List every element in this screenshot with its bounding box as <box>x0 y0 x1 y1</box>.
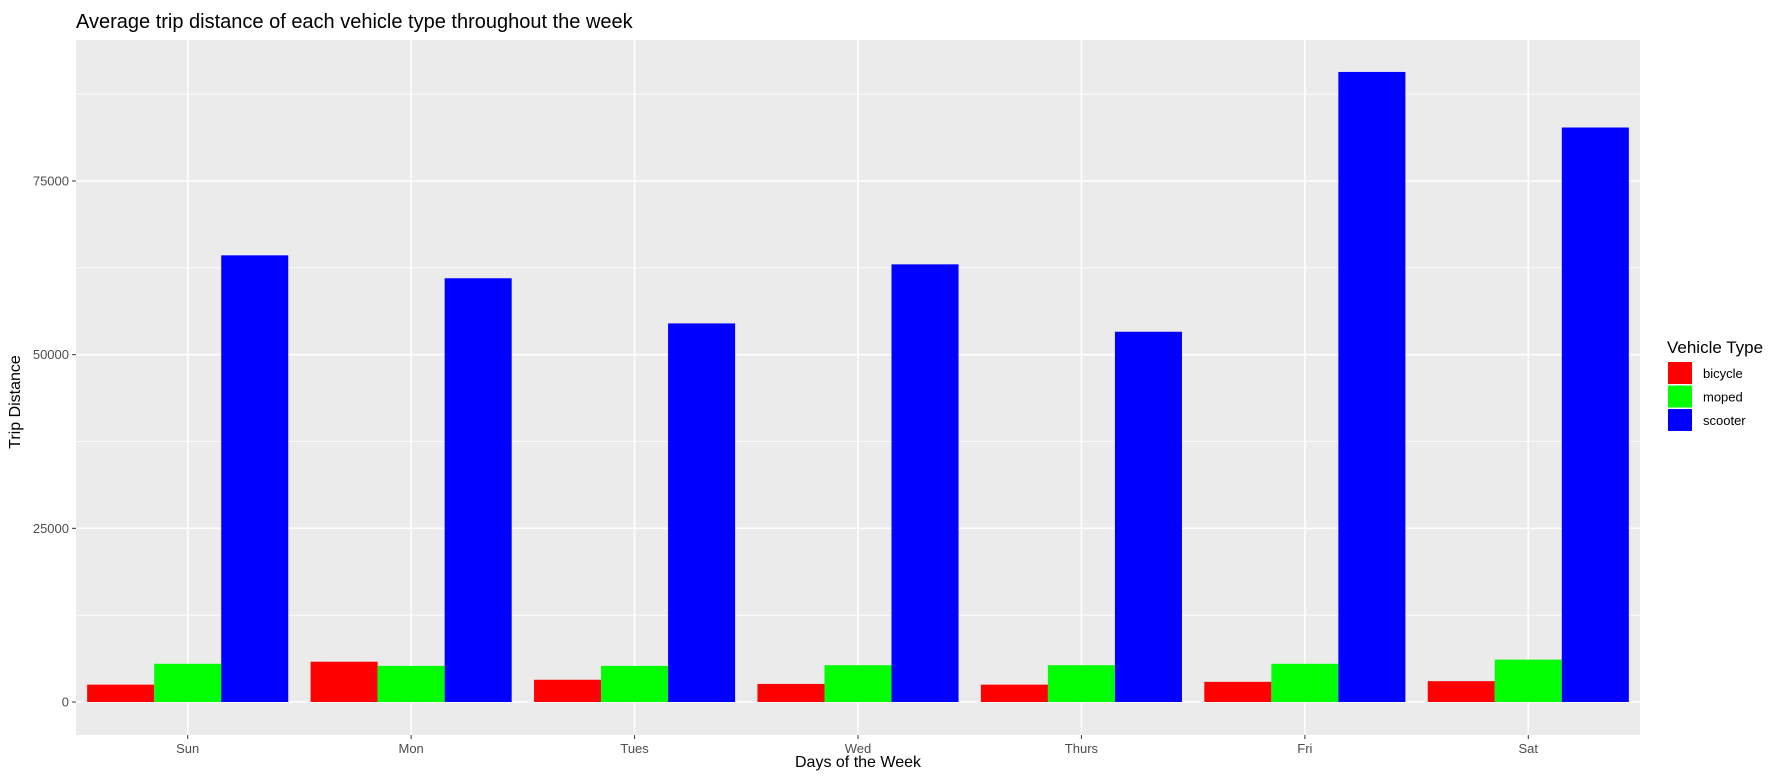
y-tick-label: 50000 <box>33 347 69 362</box>
y-tick-label: 75000 <box>33 174 69 189</box>
x-tick-label: Fri <box>1297 741 1312 756</box>
bar-bicycle-sun <box>87 684 155 702</box>
legend: Vehicle Type bicycle moped scooter <box>1667 338 1763 431</box>
bar-moped-sun <box>154 663 222 702</box>
y-axis: 0 25000 50000 75000 <box>33 174 76 710</box>
bar-scooter-mon <box>444 278 512 702</box>
bar-bicycle-mon <box>310 661 378 702</box>
bars <box>87 71 1629 703</box>
legend-title: Vehicle Type <box>1667 338 1763 357</box>
y-tick-label: 0 <box>62 695 69 710</box>
bar-moped-sat <box>1494 659 1562 702</box>
bar-bicycle-thurs <box>980 684 1048 702</box>
bar-moped-tues <box>601 665 669 702</box>
bar-scooter-fri <box>1338 71 1406 703</box>
x-tick-label: Sun <box>176 741 199 756</box>
x-tick-label: Tues <box>620 741 649 756</box>
legend-label-scooter: scooter <box>1703 413 1746 428</box>
x-tick-label: Thurs <box>1065 741 1099 756</box>
x-tick-label: Mon <box>398 741 423 756</box>
chart-title: Average trip distance of each vehicle ty… <box>76 11 634 33</box>
bar-moped-fri <box>1271 663 1339 702</box>
bar-scooter-sat <box>1561 127 1629 702</box>
x-axis: Sun Mon Tues Wed Thurs Fri Sat <box>176 735 1538 756</box>
bar-moped-mon <box>377 665 445 702</box>
y-axis-title: Trip Distance <box>7 355 24 449</box>
bar-moped-thurs <box>1047 665 1115 702</box>
bar-scooter-thurs <box>1114 331 1182 702</box>
y-tick-label: 25000 <box>33 521 69 536</box>
legend-key-moped <box>1668 385 1692 408</box>
bar-bicycle-fri <box>1204 681 1272 702</box>
bar-scooter-sun <box>221 255 289 702</box>
legend-key-scooter <box>1668 409 1692 431</box>
x-tick-label: Wed <box>845 741 872 756</box>
bar-bicycle-sat <box>1427 681 1495 702</box>
x-axis-title: Days of the Week <box>795 754 922 771</box>
x-tick-label: Sat <box>1519 741 1539 756</box>
legend-label-moped: moped <box>1703 390 1743 405</box>
bar-scooter-wed <box>891 264 959 702</box>
legend-key-bicycle <box>1668 362 1692 384</box>
bar-moped-wed <box>824 665 892 702</box>
bar-bicycle-wed <box>757 683 825 702</box>
bar-scooter-tues <box>668 323 736 702</box>
bar-bicycle-tues <box>534 679 602 702</box>
legend-label-bicycle: bicycle <box>1703 366 1743 381</box>
